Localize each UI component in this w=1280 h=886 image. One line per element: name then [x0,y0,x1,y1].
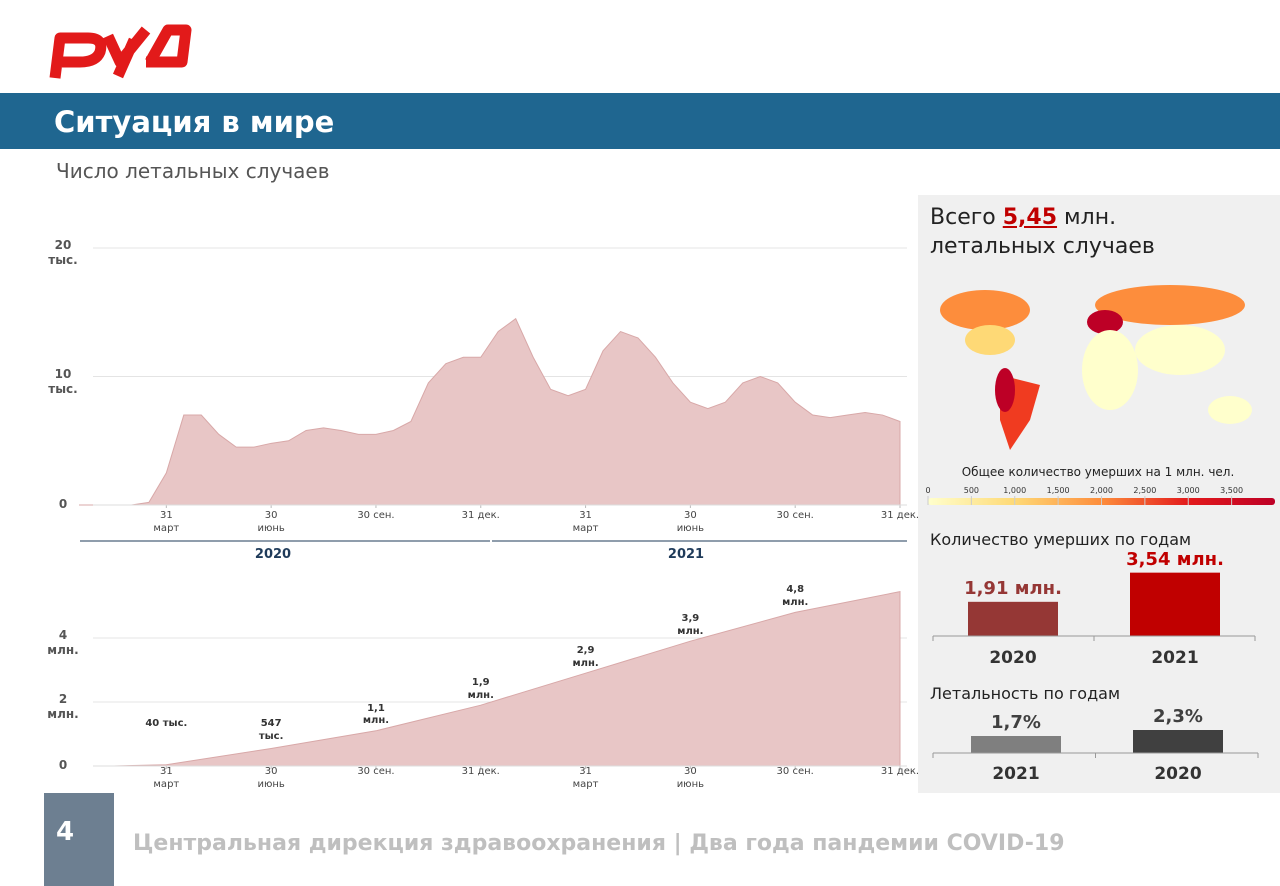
scale-tick-label: 2,000 [1090,486,1113,495]
area [113,590,901,767]
map-region [1087,310,1123,334]
x-tick-label: 2020 [989,648,1037,668]
scale-tick-label: 1,500 [1046,486,1070,495]
map-region [995,368,1015,412]
x-tick-label: 30 июнь [257,510,285,534]
subtitle: Число летальных случаев [56,159,330,183]
x-tick-label: 31 дек. [880,766,920,777]
data-label: 1,9 млн. [467,677,494,701]
x-tick-label: 31 дек. [880,510,920,521]
logo [49,24,192,79]
data-label: 3,9 млн. [677,613,704,637]
chart-title: Количество умерших по годам [930,530,1192,549]
map-region [1135,325,1225,375]
x-tick-label: 2021 [1151,648,1199,668]
scale-tick-label: 500 [963,486,980,495]
x-tick-label: 31 дек. [461,766,500,777]
map-region [965,325,1015,355]
y-tick-label: 2 млн. [47,692,79,721]
data-label: 40 тыс. [145,718,188,729]
bar [1133,730,1223,753]
x-tick-label: 30 июнь [676,510,705,534]
data-label: 1,7% [991,712,1041,733]
legend-title: Общее количество умерших на 1 млн. чел. [961,465,1235,479]
logo-part [103,26,151,79]
scale-tick-label: 3,500 [1220,486,1244,495]
total-line2: летальных случаев [930,233,1155,259]
logo-part [145,24,192,68]
y-tick-label: 0 [58,497,68,511]
bar [1130,572,1220,636]
map-region [1095,285,1245,325]
world-map [940,285,1252,450]
total-value: 5,45 [1002,205,1058,230]
x-tick-label: 30 сен. [357,510,395,521]
y-tick-label: 4 млн. [47,628,79,657]
header-title: Ситуация в мире [54,105,334,139]
area [79,317,901,506]
total-prefix: Всего [930,205,996,230]
data-label: 1,91 млн. [964,577,1062,599]
data-label: 3,54 млн. [1126,548,1224,570]
map-region [1082,330,1138,410]
year-label: 2020 [254,547,292,562]
scale-tick-label: 0 [925,486,931,495]
x-tick-label: 31 дек. [461,510,500,521]
y-tick-label: 20 тыс. [48,238,78,267]
bar [971,736,1061,753]
x-tick-label: 31 март [572,766,599,790]
x-tick-label: 30 сен. [357,766,395,777]
header-bar [0,93,1280,149]
x-tick-label: 30 июнь [257,766,285,790]
x-tick-label: 31 март [153,510,180,534]
x-tick-label: 30 июнь [676,766,705,790]
data-label: 2,3% [1153,706,1203,727]
data-label: 1,1 млн. [362,702,390,727]
chart-title: Летальность по годам [930,684,1121,703]
x-tick-label: 30 сен. [776,766,814,777]
data-label: 4,8 млн. [782,584,809,608]
x-tick-label: 2021 [992,764,1040,784]
data-label: 2,9 млн. [572,645,599,669]
total-suffix: млн. [1064,205,1117,230]
map-region [1208,396,1252,424]
scale-tick-label: 2,500 [1133,486,1157,495]
x-tick-label: 30 сен. [776,510,814,521]
map-region [940,290,1030,330]
footer-text: Центральная дирекция здравоохранения | Д… [133,831,1065,856]
total-text: Всего 5,45 млн. летальных случаев [930,204,1155,261]
scale-tick-label: 1,000 [1003,486,1027,495]
page-box [44,793,114,886]
bar [968,601,1058,636]
y-tick-label: 10 тыс. [48,366,78,396]
data-label: 547 тыс. [258,718,284,742]
x-tick-label: 31 март [153,766,180,790]
y-tick-label: 0 [58,758,68,772]
year-label: 2021 [667,547,705,562]
x-tick-label: 2020 [1154,764,1202,784]
page-number: 4 [56,817,74,847]
logo-part [49,32,107,79]
x-tick-label: 31 март [572,510,599,534]
scale-tick-label: 3,000 [1176,486,1200,495]
